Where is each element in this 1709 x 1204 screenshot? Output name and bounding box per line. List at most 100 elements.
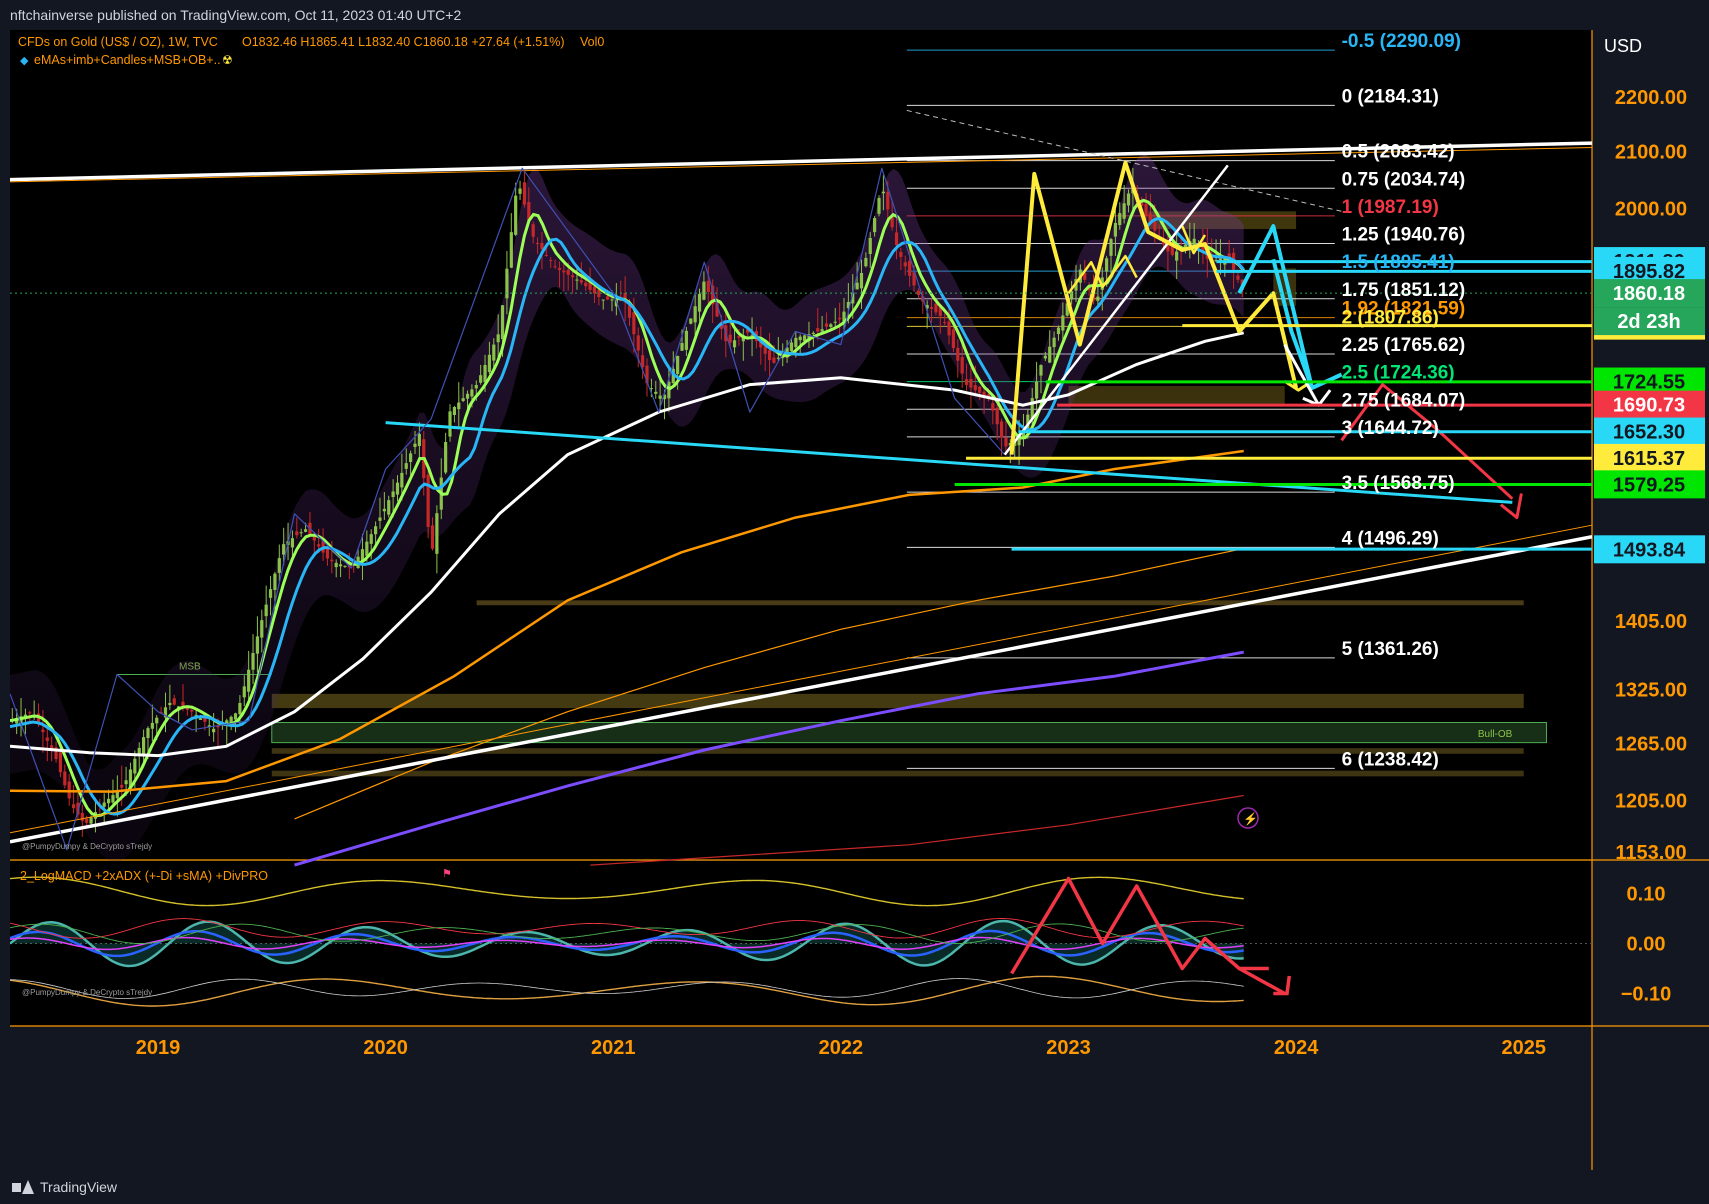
candle-body (448, 411, 452, 437)
candle-body (247, 669, 251, 692)
candle-body (172, 698, 176, 705)
candle-body (868, 237, 872, 254)
candle-body (1126, 193, 1131, 206)
publisher-bar: nftchainverse published on TradingView.c… (0, 0, 1709, 30)
candle-body (816, 328, 820, 332)
ema-slow-line (9, 217, 1245, 816)
candle-body (579, 280, 583, 283)
candle-body (649, 388, 653, 390)
candle-body (671, 368, 675, 384)
candle-body (212, 728, 216, 733)
candle-body (1214, 260, 1218, 262)
candle-body (772, 357, 776, 363)
candle-body (89, 817, 93, 824)
brand-name: TradingView (40, 1179, 118, 1195)
candle-body (557, 267, 562, 271)
time-axis-bg (10, 1026, 1592, 1170)
candle-body (916, 290, 921, 295)
candle-body (1227, 253, 1231, 260)
candle-body (588, 282, 592, 290)
candle-body (413, 443, 417, 447)
macd-y-tick-0: 0.10 (1627, 884, 1666, 906)
candle-body (1218, 258, 1223, 261)
candle-body (382, 508, 386, 512)
candle-body (41, 729, 45, 733)
candle-body (553, 266, 557, 268)
candle-body (575, 279, 579, 281)
candle-body (789, 342, 794, 352)
candle-body (1175, 251, 1179, 261)
x-tick-2021: 2021 (591, 1037, 636, 1059)
candle-body (697, 293, 702, 312)
candle-body (851, 292, 855, 304)
diamond-icon: ◆ (20, 55, 29, 67)
candle-body (268, 589, 273, 598)
chart-signature: @PumpyDumpy & DeCrypto sTrejdy (22, 842, 152, 851)
fib-label-0: 0 (2184.31) (1342, 86, 1439, 107)
fib-label-2.75: 2.75 (1684.07) (1342, 390, 1466, 411)
fib-label-1.75: 1.75 (1851.12) (1342, 280, 1466, 301)
candle-body (115, 791, 119, 799)
candle-body (137, 747, 141, 756)
ema-ribbon-fill (10, 154, 1244, 862)
lightning-icon[interactable] (1237, 807, 1259, 829)
candle-body (1004, 437, 1008, 447)
candle-body (570, 275, 575, 278)
price-badge-label: 1895.82 (1613, 261, 1685, 283)
fib-label-2.25: 2.25 (1765.62) (1342, 335, 1466, 356)
candle-body (514, 195, 518, 235)
tradingview-logo[interactable]: TradingView (12, 1170, 117, 1204)
candle-body (505, 268, 509, 299)
candle-body (894, 232, 899, 246)
fib-level-labels: -0.5 (2290.09) 0 (2184.31) 0.5 (2083.42) 0.… (1342, 31, 1466, 770)
candle-body (378, 517, 382, 521)
candle-body (1087, 286, 1091, 291)
candle-body (522, 182, 527, 205)
currency-label[interactable]: USD (1604, 36, 1642, 56)
price-badges: 1911.861895.821860.181809.081724.551690.… (1594, 247, 1705, 564)
candle-body (689, 318, 693, 324)
candle-body (1161, 240, 1166, 245)
candle-body (645, 365, 649, 384)
candle-body (85, 818, 89, 823)
di-red-line (9, 918, 1244, 939)
ema-orange-thin-line (294, 547, 1244, 820)
candle-body (859, 272, 864, 289)
candle-body (155, 717, 159, 724)
price-badge-1615.37 (1594, 443, 1705, 472)
legend-symbol: CFDs on Gold (US$ / OZ), 1W, TVC (18, 35, 218, 49)
candle-body (369, 534, 373, 544)
candle-body (295, 531, 299, 536)
candle-body (711, 285, 715, 305)
candle-body (45, 737, 49, 741)
candle-body (890, 215, 894, 228)
macd-y-tick-2: −0.10 (1621, 984, 1672, 1006)
candle-body (198, 718, 203, 720)
candle-body (728, 334, 732, 343)
candle-body (216, 725, 220, 728)
macd-teal-line (9, 919, 1244, 968)
price-chart[interactable]: Bull-OBMSB @PumpyDumpy & DeCrypto sTrejd… (9, 30, 1709, 1170)
chart-container[interactable]: Bull-OBMSB @PumpyDumpy & DeCrypto sTrejd… (9, 30, 1709, 1170)
candle-body (1070, 291, 1074, 300)
candle-body (535, 242, 540, 244)
candle-body (71, 804, 76, 809)
candle-body (1118, 213, 1122, 226)
candle-body (864, 257, 868, 267)
candle-body (908, 260, 912, 276)
candle-body (947, 321, 951, 336)
candle-body (409, 453, 413, 462)
candle-body (374, 526, 378, 535)
candle-body (969, 378, 973, 388)
candle-body (360, 549, 365, 562)
candle-body (120, 784, 124, 788)
candle-body (811, 332, 815, 334)
fib-label-2: 2 (1807.86) (1342, 307, 1439, 328)
candle-body (203, 716, 207, 722)
candle-body (67, 781, 71, 799)
fib-label-4: 4 (1496.29) (1342, 528, 1439, 549)
candle-body (417, 433, 421, 446)
y-tick-7: 2200.00 (1615, 87, 1687, 109)
candle-body (465, 393, 470, 399)
candle-body (1236, 275, 1240, 280)
